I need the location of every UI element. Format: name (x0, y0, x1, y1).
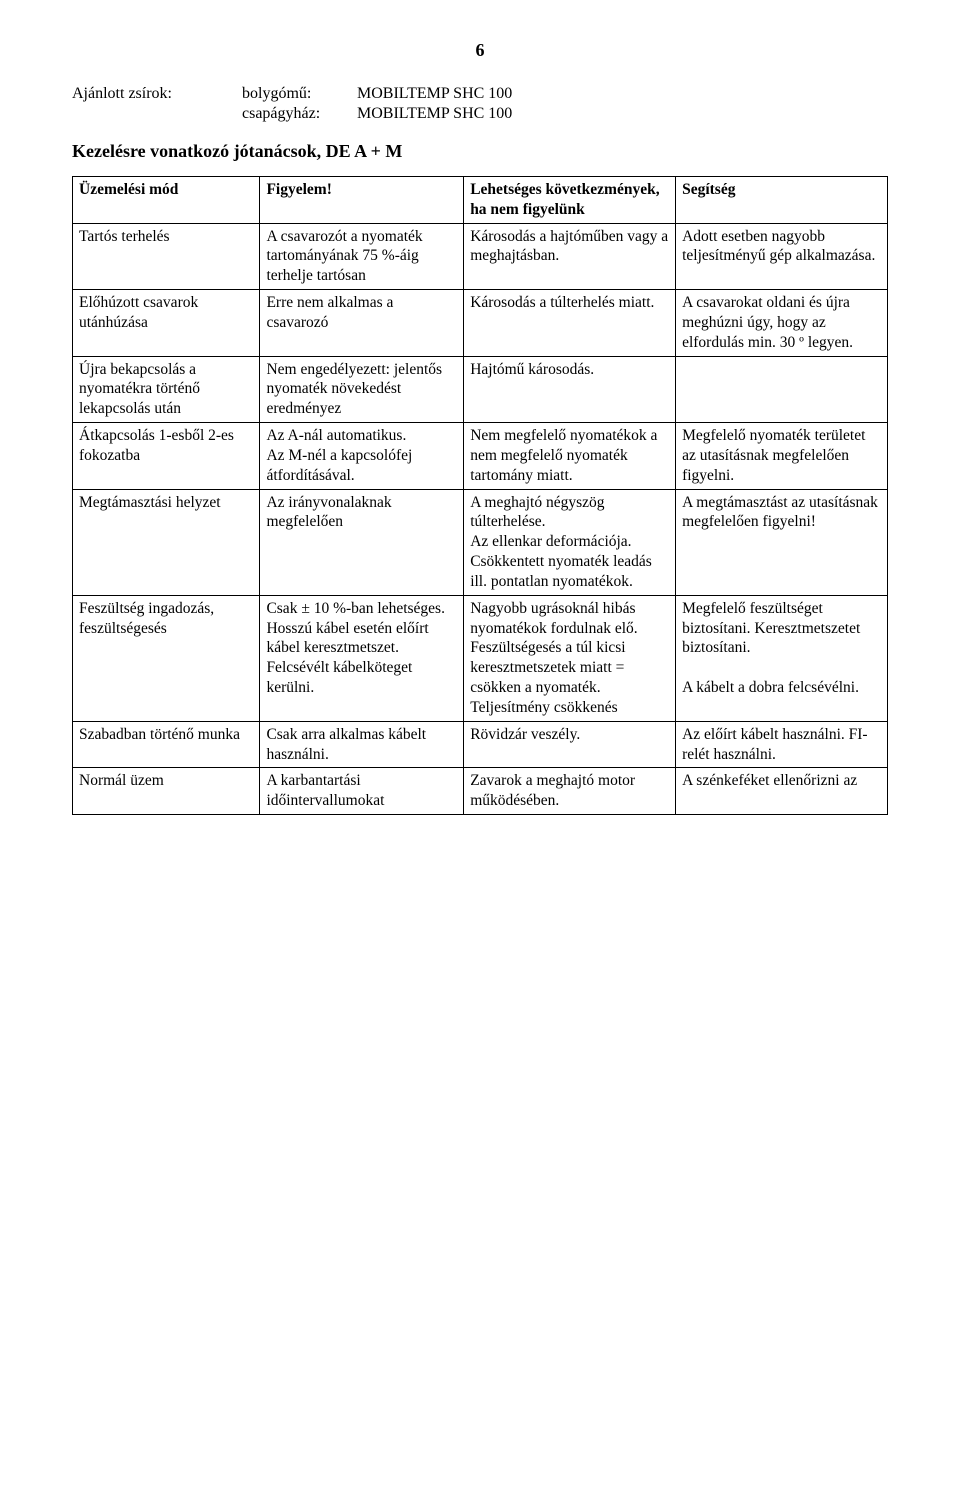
cell-attention: Erre nem alkalmas a csavarozó (260, 290, 464, 356)
intro-row1-key: bolygómű: (242, 85, 357, 103)
table-row: Újra bekapcsolás a nyomatékra történő le… (73, 356, 888, 422)
table-header-row: Üzemelési mód Figyelem! Lehetséges követ… (73, 177, 888, 224)
advice-table: Üzemelési mód Figyelem! Lehetséges követ… (72, 176, 888, 815)
cell-help: Az előírt kábelt használni. FI-relét has… (676, 721, 888, 768)
cell-mode: Megtámasztási helyzet (73, 489, 260, 595)
th-help: Segítség (676, 177, 888, 224)
cell-attention: A karbantartási időintervallumokat (260, 768, 464, 815)
cell-consequences: Hajtómű károsodás. (464, 356, 676, 422)
cell-mode: Normál üzem (73, 768, 260, 815)
th-mode: Üzemelési mód (73, 177, 260, 224)
cell-consequences: Károsodás a hajtóműben vagy a meghajtásb… (464, 223, 676, 289)
cell-attention: Csak arra alkalmas kábelt használni. (260, 721, 464, 768)
intro-block: Ajánlott zsírok: bolygómű: MOBILTEMP SHC… (72, 85, 888, 123)
cell-mode: Feszültség ingadozás, feszültségesés (73, 595, 260, 721)
table-row: Megtámasztási helyzet Az irányvonalaknak… (73, 489, 888, 595)
cell-consequences: Zavarok a meghajtó motor működésében. (464, 768, 676, 815)
intro-row2-val: MOBILTEMP SHC 100 (357, 105, 888, 123)
cell-attention: Csak ± 10 %-ban lehetséges. Hosszú kábel… (260, 595, 464, 721)
cell-help (676, 356, 888, 422)
page-number: 6 (72, 40, 888, 61)
cell-mode: Előhúzott csavarok utánhúzása (73, 290, 260, 356)
cell-help: Megfelelő nyomaték területet az utasítás… (676, 423, 888, 489)
cell-mode: Szabadban történő munka (73, 721, 260, 768)
intro-row2-key: csapágyház: (242, 105, 357, 123)
cell-consequences: A meghajtó négyszög túlterhelése.Az elle… (464, 489, 676, 595)
cell-help: A szénkeféket ellenőrizni az (676, 768, 888, 815)
cell-consequences: Nagyobb ugrásoknál hibás nyomatékok ford… (464, 595, 676, 721)
th-attention: Figyelem! (260, 177, 464, 224)
cell-attention: A csavarozót a nyomaték tartományának 75… (260, 223, 464, 289)
cell-attention: Az A-nál automatikus.Az M-nél a kapcsoló… (260, 423, 464, 489)
cell-attention: Nem engedélyezett: jelentős nyomaték növ… (260, 356, 464, 422)
cell-help: A csavarokat oldani és újra meghúzni úgy… (676, 290, 888, 356)
cell-mode: Átkapcsolás 1-esből 2-es fokozatba (73, 423, 260, 489)
table-row: Szabadban történő munka Csak arra alkalm… (73, 721, 888, 768)
cell-consequences: Rövidzár veszély. (464, 721, 676, 768)
section-title: Kezelésre vonatkozó jótanácsok, DE A + M (72, 141, 888, 162)
cell-help: A megtámasztást az utasításnak megfelelő… (676, 489, 888, 595)
intro-row1-val: MOBILTEMP SHC 100 (357, 85, 888, 103)
table-row: Feszültség ingadozás, feszültségesés Csa… (73, 595, 888, 721)
cell-mode: Újra bekapcsolás a nyomatékra történő le… (73, 356, 260, 422)
cell-consequences: Károsodás a túlterhelés miatt. (464, 290, 676, 356)
cell-mode: Tartós terhelés (73, 223, 260, 289)
cell-help: Adott esetben nagyobb teljesítményű gép … (676, 223, 888, 289)
intro-label: Ajánlott zsírok: (72, 85, 242, 103)
cell-attention: Az irányvonalaknak megfelelően (260, 489, 464, 595)
table-row: Előhúzott csavarok utánhúzása Erre nem a… (73, 290, 888, 356)
th-consequences: Lehetséges következmények, ha nem figyel… (464, 177, 676, 224)
table-row: Tartós terhelés A csavarozót a nyomaték … (73, 223, 888, 289)
cell-consequences: Nem megfelelő nyomatékok a nem megfelelő… (464, 423, 676, 489)
table-row: Átkapcsolás 1-esből 2-es fokozatba Az A-… (73, 423, 888, 489)
cell-help: Megfelelő feszültséget biztosítani. Kere… (676, 595, 888, 721)
table-row: Normál üzem A karbantartási időintervall… (73, 768, 888, 815)
